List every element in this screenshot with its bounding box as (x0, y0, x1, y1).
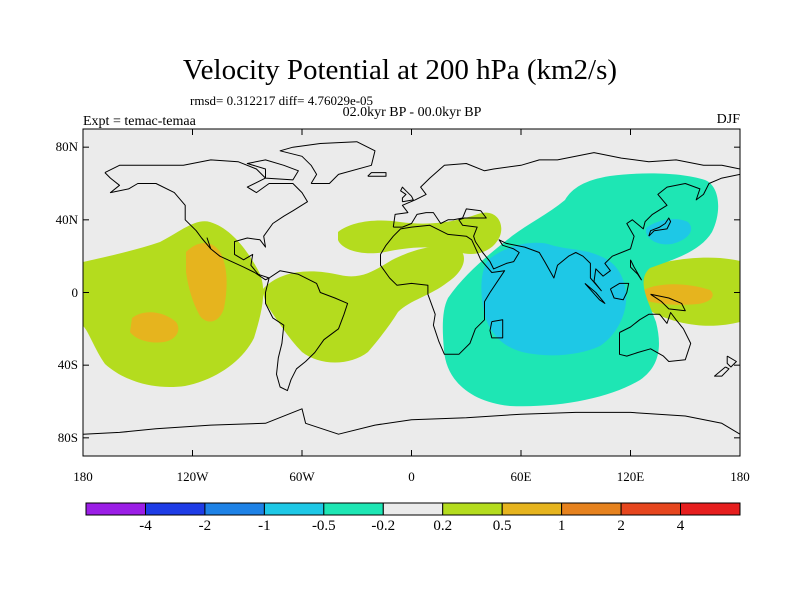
coastline-iceland (367, 172, 387, 177)
lat-label-80s: 80S (57, 429, 78, 445)
chart-title: Velocity Potential at 200 hPa (km2/s) (182, 54, 618, 86)
colorbar-label: -0.5 (311, 518, 336, 534)
coastline-new-guinea (650, 293, 686, 312)
coastline-africa (380, 224, 506, 355)
axis-ticks (82, 129, 741, 456)
season-label: DJF (716, 112, 740, 127)
coastline-greenland (279, 141, 376, 184)
colorbar-box (382, 502, 444, 516)
lat-label-equator: 0 (71, 284, 79, 300)
colorbar-box (501, 502, 563, 516)
coastline-new-zealand-north (726, 355, 737, 368)
colorbar-box (145, 502, 206, 516)
coastline-australia (619, 312, 692, 362)
coastlines (83, 141, 740, 435)
coastline-baffin-island (246, 159, 299, 181)
colorbar-label: -1 (258, 518, 271, 534)
coastline-eurasia (392, 152, 740, 292)
colorbar-label: 0.5 (492, 518, 512, 534)
time-period: 02.0kyr BP - 00.0kyr BP (342, 105, 482, 120)
colorbar-label: 0.2 (433, 518, 453, 534)
lon-label-0: 0 (408, 469, 415, 484)
colorbar-box (680, 502, 741, 516)
colorbar-box (620, 502, 682, 516)
colorbar-box (85, 502, 146, 516)
colorbar-box (323, 502, 384, 516)
colorbar-label: 1 (557, 518, 566, 534)
lon-label-120w: 120W (176, 469, 209, 484)
coastline-british-isles (400, 186, 414, 203)
coastline-japan (648, 217, 672, 237)
contour-minimum-east-asia (646, 219, 692, 245)
lon-label-180w: 180 (73, 469, 93, 484)
colorbar-label: -2 (198, 518, 212, 534)
lon-label-120e: 120E (616, 469, 645, 484)
lat-label-80n: 80N (55, 139, 78, 155)
contour-maximum-central-america (186, 243, 227, 322)
coastline-new-zealand-south (714, 366, 730, 377)
lon-label-180e: 180 (730, 469, 750, 484)
coastline-south-america (265, 270, 349, 392)
colorbar-label: 4 (676, 518, 685, 534)
colorbar-label: -4 (139, 518, 152, 534)
colorbar-label: 2 (617, 518, 625, 534)
experiment-label: Expt = temac-temaa (83, 114, 196, 129)
colorbar-box (561, 502, 622, 516)
contour-positive-atlantic (262, 245, 464, 363)
coastline-madagascar (489, 319, 504, 339)
lat-label-40n: 40N (55, 211, 78, 227)
coastline-philippines (630, 259, 642, 281)
rmsd-diff-stats: rmsd= 0.312217 diff= 4.76029e-05 (190, 93, 374, 108)
lat-label-40s: 40S (57, 357, 78, 373)
coastline-antarctica (83, 408, 740, 435)
colorbar-box (263, 502, 325, 516)
colorbar-box (204, 502, 265, 516)
colorbar-label: -0.2 (371, 518, 396, 534)
coastline-north-america (104, 159, 308, 281)
colorbar-box (442, 502, 503, 516)
coastline-borneo (609, 282, 630, 301)
lon-label-60e: 60E (510, 469, 532, 484)
contour-maximum-south-pacific (130, 312, 179, 343)
lon-label-60w: 60W (289, 469, 315, 484)
coastline-sumatra (584, 283, 606, 304)
